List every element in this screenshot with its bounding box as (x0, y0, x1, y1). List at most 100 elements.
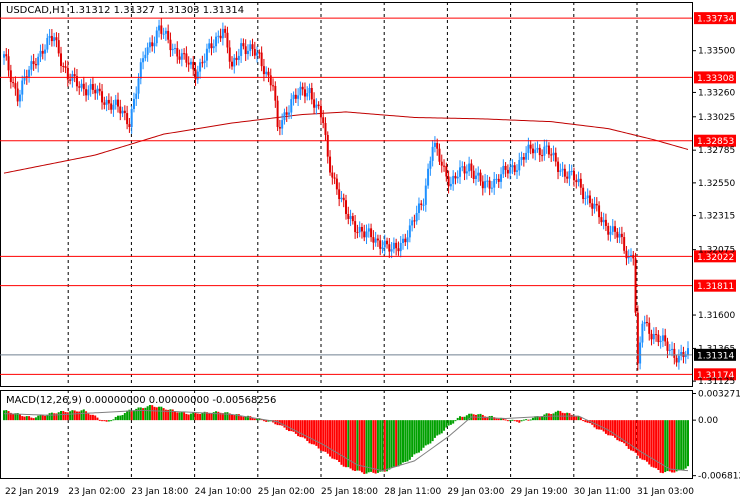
candle-body (463, 166, 466, 174)
candle-body (472, 170, 475, 180)
candle-body (9, 70, 12, 83)
macd-histogram-bar (142, 408, 145, 421)
macd-histogram-bar (256, 418, 259, 421)
macd-histogram-bar (422, 420, 425, 448)
candle-body (648, 322, 651, 334)
candle-body (630, 254, 632, 257)
x-tick-label: 28 Jan 11:00 (384, 487, 441, 497)
macd-histogram-bar (310, 420, 313, 445)
candle-body (454, 175, 457, 179)
macd-histogram-bar (636, 420, 639, 456)
candle-body (397, 248, 400, 252)
macd-histogram-bar (438, 420, 441, 435)
candle-body (299, 86, 302, 96)
macd-histogram-bar (618, 420, 621, 442)
candle-body (244, 46, 247, 55)
y-tick-label: 1.32315 (698, 212, 735, 222)
y-tick-label: 1.33500 (698, 47, 735, 57)
macd-histogram-bar (87, 413, 90, 421)
candle-body (34, 64, 37, 66)
macd-histogram-bar (98, 419, 101, 421)
candle-body (563, 168, 566, 177)
macd-histogram-bar (388, 420, 391, 470)
candle-body (82, 83, 85, 90)
candle-body (376, 238, 379, 241)
candle-body (470, 163, 473, 171)
macd-histogram-bar (345, 420, 347, 468)
macd-histogram-bar (110, 420, 113, 422)
candle-body (285, 112, 288, 115)
candle-body (41, 50, 44, 54)
candle-body (151, 42, 154, 47)
macd-pane-frame (0, 390, 693, 479)
candle-body (673, 348, 676, 358)
macd-histogram-bar (235, 414, 238, 421)
macd-histogram-bar (180, 411, 183, 421)
candle-body (144, 54, 147, 59)
candle-body (447, 176, 450, 187)
macd-y-tick-label: 0.00 (698, 416, 718, 426)
candle-body (386, 240, 389, 245)
candle-body (593, 203, 596, 209)
candle-body (550, 154, 553, 156)
candle-body (372, 237, 375, 243)
candle-body (636, 312, 639, 364)
macd-histogram-bar (406, 420, 409, 462)
macd-histogram-bar (28, 416, 31, 421)
candle-body (276, 100, 279, 127)
macd-histogram-bar (459, 416, 461, 421)
macd-histogram-bar (536, 416, 539, 421)
candle-body (62, 65, 65, 67)
macd-histogram-bar (57, 412, 60, 421)
candle-body (117, 99, 119, 107)
level-price-tag (694, 250, 736, 263)
macd-histogram-bar (424, 420, 427, 446)
candle-body (281, 120, 284, 129)
macd-histogram-bar (85, 411, 88, 421)
macd-histogram-bar (46, 414, 49, 421)
candle-body (185, 53, 188, 63)
macd-histogram-bar (48, 413, 51, 421)
macd-histogram-bar (427, 420, 430, 445)
macd-histogram-bar (203, 411, 206, 421)
macd-histogram-bar (7, 411, 10, 421)
level-price-label: 1.32853 (697, 137, 734, 147)
candle-body (78, 86, 81, 88)
macd-histogram-bar (253, 418, 256, 421)
y-tick-label: 1.32550 (698, 179, 735, 189)
macd-histogram-bar (632, 420, 635, 452)
macd-histogram-bar (189, 413, 192, 421)
candle-body (137, 78, 140, 94)
candle-body (96, 88, 99, 94)
macd-histogram-bar (187, 414, 190, 421)
candle-body (582, 187, 585, 199)
candle-body (340, 197, 343, 200)
macd-histogram-bar (645, 420, 648, 462)
candle-body (440, 161, 443, 166)
candle-body (520, 157, 523, 160)
candle-body (554, 152, 557, 162)
candle-body (381, 247, 384, 249)
macd-histogram-bar (208, 413, 211, 421)
candle-body (420, 203, 423, 206)
candle-body (224, 28, 227, 33)
candle-body (331, 172, 334, 178)
macd-y-tick-label: -0.0068121 (698, 472, 740, 482)
candle-body (395, 242, 398, 249)
macd-histogram-bar (267, 420, 270, 422)
macd-histogram-bar (582, 420, 585, 422)
candle-body (253, 49, 256, 56)
macd-histogram-bar (240, 415, 243, 421)
candle-body (500, 174, 503, 182)
candle-body (231, 61, 233, 67)
candle-body (57, 40, 60, 54)
candle-body (7, 56, 10, 71)
macd-histogram-bar (495, 418, 498, 421)
candle-body (292, 94, 295, 100)
level-price-label: 1.32022 (697, 253, 734, 263)
candle-body (497, 178, 500, 182)
macd-histogram-bar (417, 420, 420, 453)
candle-body (358, 226, 361, 233)
macd-histogram-bar (331, 420, 334, 459)
